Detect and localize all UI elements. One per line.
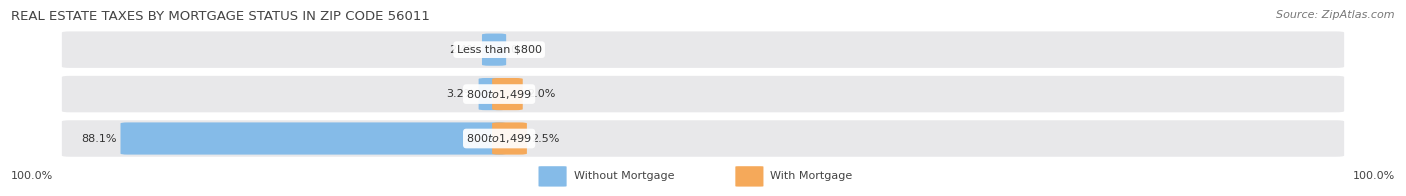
Text: 0.0%: 0.0%	[510, 45, 538, 55]
FancyBboxPatch shape	[121, 122, 506, 155]
Text: 2.4%: 2.4%	[450, 45, 478, 55]
FancyBboxPatch shape	[538, 166, 567, 187]
Text: 88.1%: 88.1%	[80, 133, 117, 143]
FancyBboxPatch shape	[492, 78, 523, 110]
FancyBboxPatch shape	[62, 31, 1344, 68]
FancyBboxPatch shape	[62, 120, 1344, 157]
Text: 3.2%: 3.2%	[446, 89, 474, 99]
FancyBboxPatch shape	[735, 166, 763, 187]
Text: 100.0%: 100.0%	[11, 171, 53, 181]
FancyBboxPatch shape	[482, 34, 506, 66]
Text: 2.5%: 2.5%	[531, 133, 560, 143]
Text: With Mortgage: With Mortgage	[770, 171, 852, 181]
Text: REAL ESTATE TAXES BY MORTGAGE STATUS IN ZIP CODE 56011: REAL ESTATE TAXES BY MORTGAGE STATUS IN …	[11, 10, 430, 23]
FancyBboxPatch shape	[62, 76, 1344, 112]
Text: 2.0%: 2.0%	[527, 89, 555, 99]
Text: Source: ZipAtlas.com: Source: ZipAtlas.com	[1277, 10, 1395, 20]
Text: Without Mortgage: Without Mortgage	[574, 171, 673, 181]
FancyBboxPatch shape	[492, 122, 527, 155]
Text: 100.0%: 100.0%	[1353, 171, 1395, 181]
Text: $800 to $1,499: $800 to $1,499	[467, 88, 531, 101]
FancyBboxPatch shape	[478, 78, 506, 110]
Text: Less than $800: Less than $800	[457, 45, 541, 55]
Text: $800 to $1,499: $800 to $1,499	[467, 132, 531, 145]
